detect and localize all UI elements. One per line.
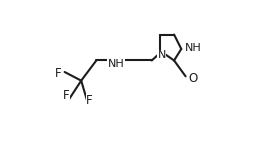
Text: O: O [188, 72, 197, 85]
Text: F: F [86, 94, 92, 107]
Text: F: F [63, 89, 70, 102]
Text: F: F [55, 67, 62, 80]
Text: NH: NH [185, 43, 202, 53]
Text: N: N [157, 50, 166, 60]
Text: NH: NH [108, 59, 125, 69]
